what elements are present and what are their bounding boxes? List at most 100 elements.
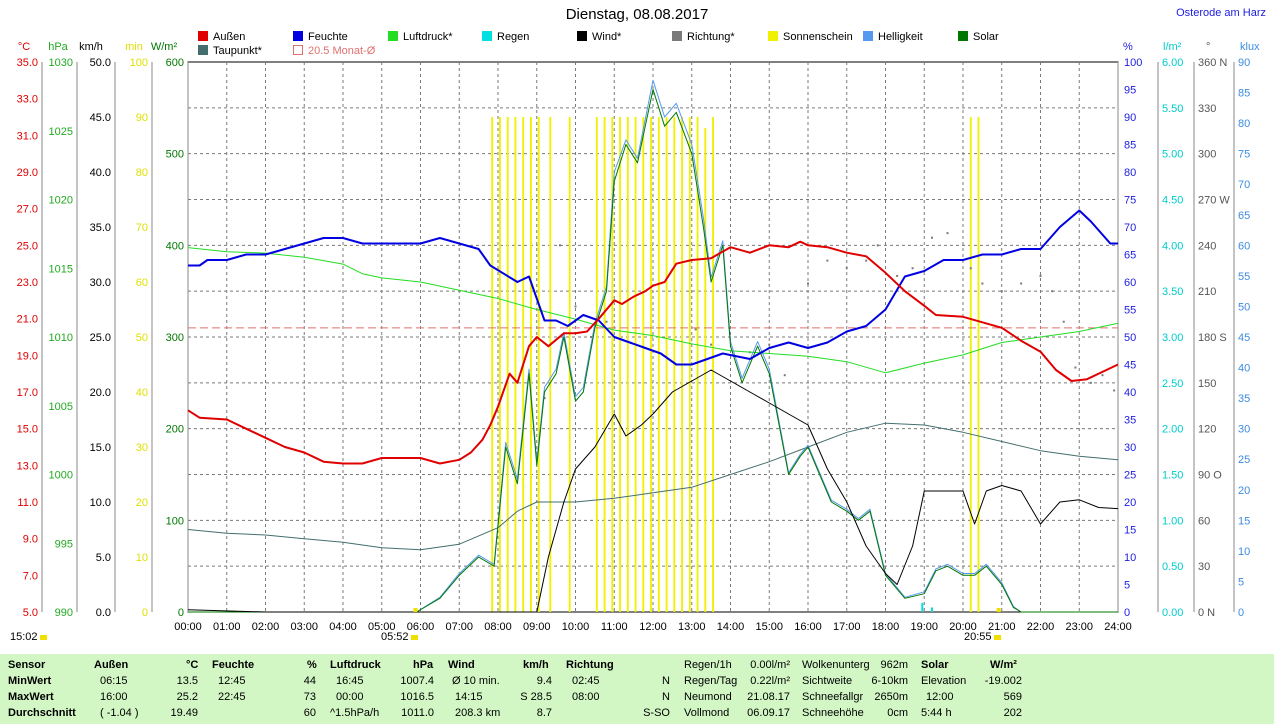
- series-line-luftdruck: [187, 247, 1119, 374]
- sunshine-bar: [491, 117, 494, 612]
- cell-max-aussen-value: 25.2: [176, 691, 198, 703]
- axis-tick-humidity: 45: [1124, 360, 1136, 372]
- sunshine-bar: [537, 117, 540, 612]
- row-label-min: MinWert: [8, 675, 52, 687]
- axis-tick-wind: 40.0: [90, 167, 111, 179]
- axis-tick-dir: 90 O: [1198, 470, 1222, 482]
- axis-tick-humidity: 20: [1124, 497, 1136, 509]
- location-label: Osterode am Harz: [1176, 7, 1266, 19]
- direction-dot: [1113, 389, 1116, 392]
- axis-tick-rain: 1.00: [1162, 515, 1183, 527]
- direction-dot: [1000, 290, 1003, 293]
- x-tick-label: 06:00: [407, 621, 435, 633]
- sunshine-bar: [619, 117, 621, 612]
- axis-tick-dir: 180 S: [1198, 332, 1227, 344]
- axis-tick-wind: 20.0: [90, 387, 111, 399]
- extra-regen-tag-label: Regen/Tag: [684, 675, 738, 687]
- axis-tick-sunmin: 10: [136, 552, 148, 564]
- axis-tick-temp: 29.0: [17, 167, 38, 179]
- direction-dot: [605, 320, 608, 323]
- extra-vollmond-value: 06.09.17: [747, 707, 790, 719]
- axis-tick-klux: 75: [1238, 149, 1250, 161]
- cell-min-aussen-time: 06:15: [100, 675, 128, 687]
- axis-tick-solar: 500: [166, 149, 184, 161]
- direction-dot: [826, 259, 829, 262]
- extra-vollmond-label: Vollmond: [684, 707, 730, 719]
- axis-tick-wind: 25.0: [90, 332, 111, 344]
- axis-tick-klux: 10: [1238, 546, 1250, 558]
- axis-tick-pressure: 1025: [49, 126, 73, 138]
- axis-tick-solar: 300: [166, 332, 184, 344]
- extra-regen-1h-label: Regen/1h: [684, 659, 732, 671]
- axis-tick-klux: 0: [1238, 607, 1244, 619]
- axis-tick-klux: 20: [1238, 485, 1250, 497]
- th-richtung: Richtung: [566, 659, 614, 671]
- axis-tick-humidity: 40: [1124, 387, 1136, 399]
- axis-tick-sunmin: 20: [136, 497, 148, 509]
- axis-tick-klux: 85: [1238, 88, 1250, 100]
- x-tick-label: 08:00: [484, 621, 512, 633]
- legend-item-richtung: Richtung*: [672, 31, 735, 43]
- axis-tick-rain: 5.00: [1162, 149, 1183, 161]
- axis-tick-klux: 35: [1238, 393, 1250, 405]
- direction-dot: [896, 274, 899, 277]
- legend-item-feuchte: Feuchte: [293, 31, 348, 43]
- sunshine-bar: [549, 117, 552, 612]
- extra-wolkenunterg-value: 962m: [880, 659, 908, 671]
- axis-tick-klux: 40: [1238, 363, 1250, 375]
- extra-schneefallgr-label: Schneefallgr: [802, 691, 864, 703]
- axis-tick-wind: 5.0: [96, 552, 111, 564]
- x-tick-label: 18:00: [872, 621, 900, 633]
- sunshine-bar: [603, 117, 606, 612]
- axis-tick-humidity: 35: [1124, 415, 1136, 427]
- x-tick-label: 21:00: [988, 621, 1016, 633]
- sunshine-bar: [634, 117, 637, 612]
- extra-neumond-label: Neumond: [684, 691, 732, 703]
- axis-tick-humidity: 95: [1124, 85, 1136, 97]
- th-wind-unit: km/h: [523, 659, 549, 671]
- axis-tick-humidity: 80: [1124, 167, 1136, 179]
- series-line-außen: [187, 240, 1119, 465]
- axis-tick-temp: 33.0: [17, 94, 38, 106]
- axis-tick-sunmin: 40: [136, 387, 148, 399]
- axis-tick-wind: 10.0: [90, 497, 111, 509]
- solar-elevation-label: Elevation: [921, 675, 967, 687]
- axis-tick-pressure: 990: [55, 607, 73, 619]
- row-label-max: MaxWert: [8, 691, 54, 703]
- sunshine-bar: [704, 128, 707, 612]
- extra-schneehoehe-value: 0cm: [887, 707, 908, 719]
- axis-tick-humidity: 25: [1124, 470, 1136, 482]
- extra-neumond-value: 21.08.17: [747, 691, 790, 703]
- axis-tick-solar: 100: [166, 515, 184, 527]
- direction-dot: [559, 244, 561, 247]
- legend-item-luftdruck: Luftdruck*: [388, 31, 453, 43]
- axis-tick-temp: 23.0: [17, 277, 38, 289]
- th-solar-unit: W/m²: [990, 659, 1017, 671]
- cell-avg-richtung-value: S-SO: [643, 707, 670, 719]
- legend-item-helligkeit: Helligkeit: [863, 31, 923, 43]
- sunshine-bar: [977, 117, 980, 612]
- legend-item-wind: Wind*: [577, 31, 621, 43]
- axis-tick-dir: 150: [1198, 378, 1216, 390]
- x-tick-label: 14:00: [717, 621, 745, 633]
- direction-dot: [807, 282, 809, 285]
- axis-tick-dir: 30: [1198, 561, 1210, 573]
- sunshine-bar: [530, 117, 532, 612]
- chart-title: Dienstag, 08.08.2017: [565, 6, 709, 23]
- axis-tick-humidity: 50: [1124, 332, 1136, 344]
- axis-tick-humidity: 15: [1124, 525, 1136, 537]
- x-tick-label: 00:00: [174, 621, 202, 633]
- axis-tick-pressure: 1020: [49, 195, 73, 207]
- x-tick-label: 20:00: [949, 621, 977, 633]
- axis-tick-temp: 7.0: [23, 570, 38, 582]
- axis-tick-dir: 360 N: [1198, 57, 1227, 69]
- axis-tick-klux: 90: [1238, 57, 1250, 69]
- cell-avg-feuchte-value: 60: [303, 707, 316, 719]
- x-tick-label: 24:00: [1104, 621, 1132, 633]
- direction-dot: [574, 305, 577, 308]
- sunshine-hours-label: 15:02: [10, 631, 47, 643]
- axis-tick-rain: 2.00: [1162, 424, 1183, 436]
- axis-tick-humidity: 10: [1124, 552, 1136, 564]
- rain-bar: [921, 602, 924, 612]
- axis-tick-pressure: 1030: [49, 57, 73, 69]
